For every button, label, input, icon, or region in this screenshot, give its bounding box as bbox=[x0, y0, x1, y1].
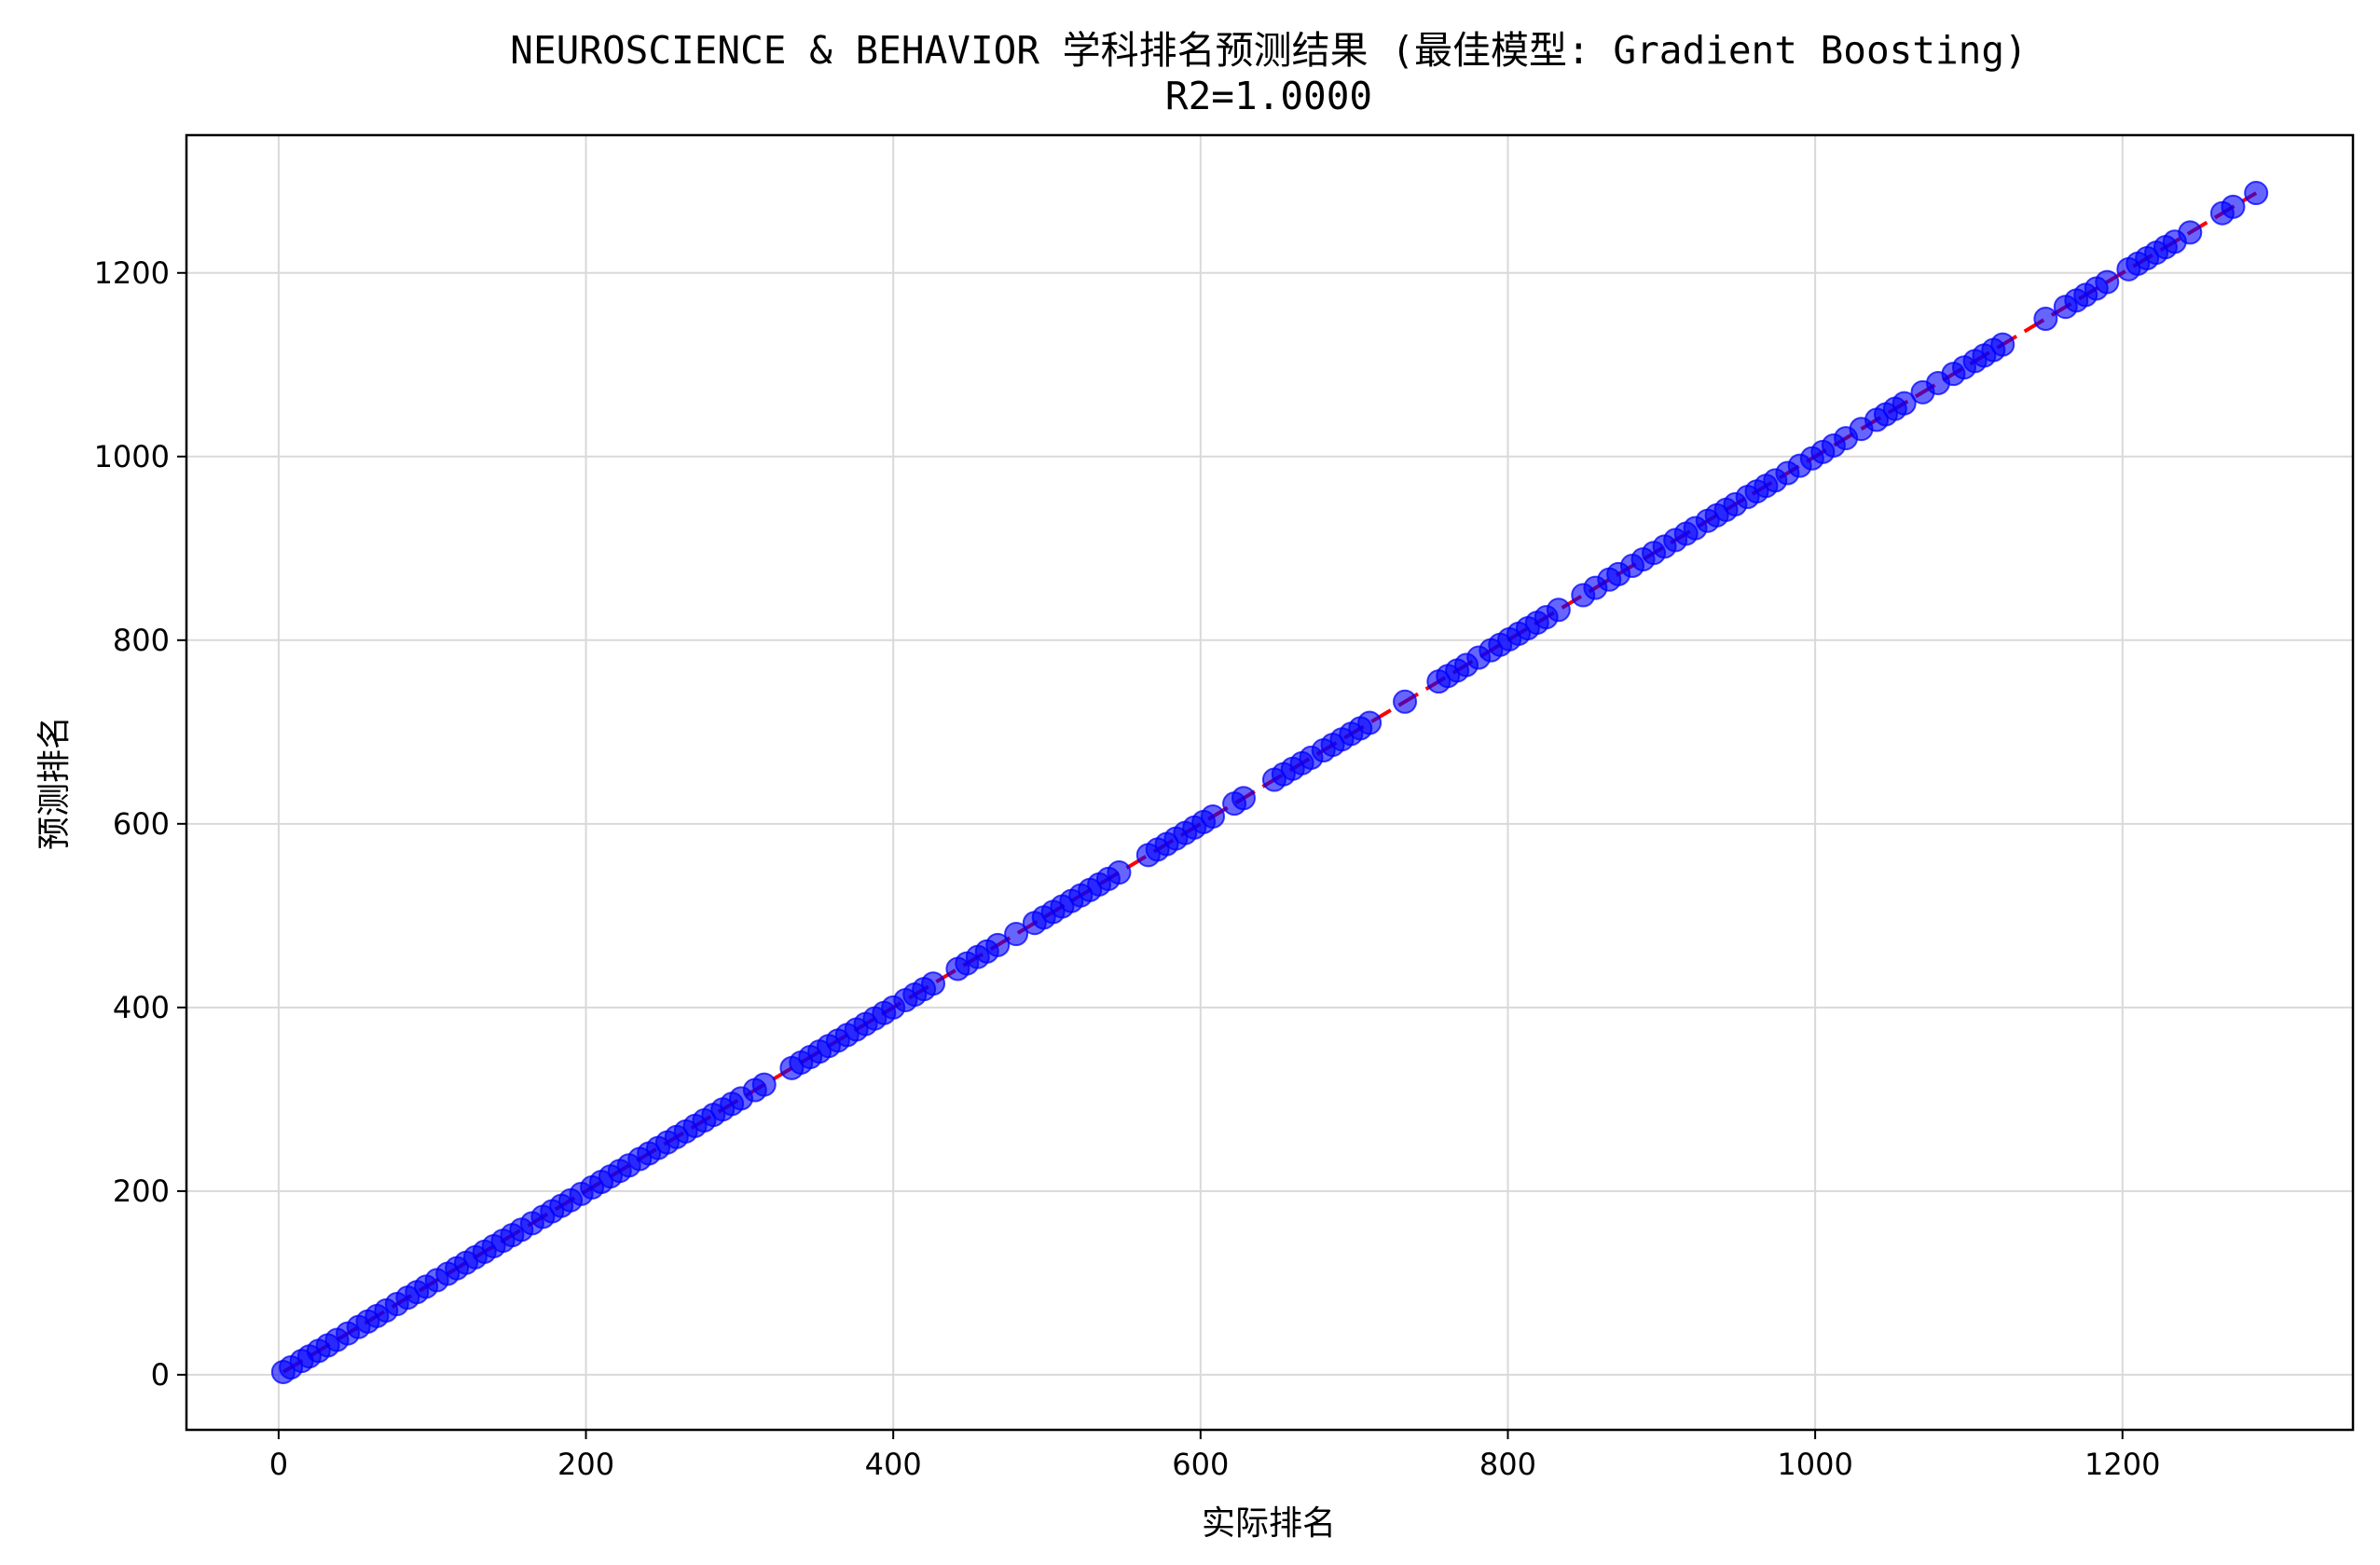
y-tick-label: 600 bbox=[113, 806, 170, 842]
data-point bbox=[2178, 220, 2203, 245]
data-point bbox=[1357, 710, 1383, 735]
y-tick-label: 400 bbox=[113, 990, 170, 1025]
y-tick-label: 800 bbox=[113, 623, 170, 658]
data-point bbox=[1546, 597, 1571, 623]
data-point bbox=[1990, 332, 2015, 357]
x-tick-label: 0 bbox=[269, 1447, 288, 1482]
y-tick-label: 1200 bbox=[94, 255, 170, 291]
data-point bbox=[1107, 860, 1132, 885]
y-tick-label: 0 bbox=[151, 1357, 170, 1393]
data-point bbox=[2244, 181, 2269, 206]
data-points bbox=[270, 181, 2269, 1384]
data-point bbox=[1004, 922, 1029, 947]
y-axis: 0 200 400 600 800 1000 1200 bbox=[94, 255, 186, 1393]
y-tick-label: 200 bbox=[113, 1174, 170, 1209]
x-tick-label: 1200 bbox=[2084, 1447, 2160, 1482]
data-point bbox=[921, 971, 946, 996]
data-point bbox=[2221, 194, 2246, 219]
chart-subtitle: R2=1.0000 bbox=[1165, 74, 1372, 118]
data-point bbox=[751, 1072, 777, 1097]
data-point bbox=[1892, 391, 1917, 416]
x-axis-label: 实际排名 bbox=[1202, 1504, 1336, 1543]
chart-title: NEUROSCIENCE & BEHAVIOR 学科排名预测结果 (最佳模型: … bbox=[510, 28, 2027, 73]
x-tick-label: 1000 bbox=[1777, 1447, 1852, 1482]
y-axis-label: 预测排名 bbox=[35, 716, 74, 850]
x-axis: 0 200 400 600 800 1000 1200 bbox=[269, 1430, 2160, 1482]
y-tick-label: 1000 bbox=[94, 439, 170, 474]
data-point bbox=[2033, 307, 2058, 332]
data-point bbox=[1201, 803, 1226, 829]
grid-lines bbox=[186, 135, 2353, 1430]
x-tick-label: 800 bbox=[1479, 1447, 1536, 1482]
plot-frame bbox=[185, 133, 2355, 1432]
data-point bbox=[2095, 269, 2120, 295]
x-tick-label: 400 bbox=[865, 1447, 922, 1482]
data-point bbox=[1231, 786, 1256, 811]
x-tick-label: 200 bbox=[557, 1447, 614, 1482]
x-tick-label: 600 bbox=[1172, 1447, 1229, 1482]
data-point bbox=[985, 932, 1011, 957]
data-point bbox=[1393, 689, 1418, 714]
